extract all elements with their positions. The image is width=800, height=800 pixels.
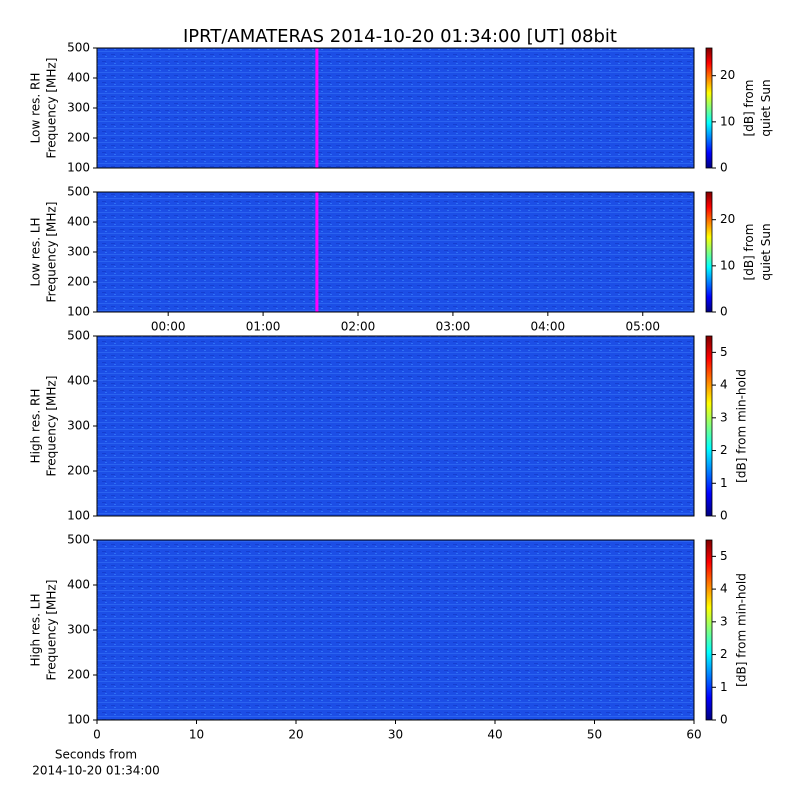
y-tick-label: 200 xyxy=(67,275,90,289)
x-tick-label: 05:00 xyxy=(625,320,660,334)
y-tick-label: 100 xyxy=(67,509,90,523)
colorbar-label: quiet Sun xyxy=(759,223,773,280)
y-tick-label: 300 xyxy=(67,419,90,433)
y-tick-label: 400 xyxy=(67,578,90,592)
colorbar-label: [dB] from min-hold xyxy=(735,369,749,483)
colorbar-tick-label: 2 xyxy=(720,647,728,661)
y-axis-label: Frequency [MHz] xyxy=(45,202,59,303)
y-tick-label: 200 xyxy=(67,131,90,145)
colorbar-tick-label: 3 xyxy=(720,410,728,424)
colorbar-label: [dB] from xyxy=(742,80,756,137)
y-tick-label: 200 xyxy=(67,464,90,478)
x-tick-label: 30 xyxy=(388,728,403,742)
y-axis-label: Frequency [MHz] xyxy=(45,580,59,681)
x-tick-label: 01:00 xyxy=(246,320,281,334)
y-tick-label: 500 xyxy=(67,185,90,199)
y-axis-label: Low res. RH xyxy=(29,73,43,144)
spectrogram xyxy=(97,540,694,720)
colorbar xyxy=(705,539,713,721)
colorbar xyxy=(705,335,713,517)
y-axis-label: Low res. LH xyxy=(29,217,43,286)
x-tick-label: 0 xyxy=(93,728,101,742)
y-axis-label: Frequency [MHz] xyxy=(45,376,59,477)
y-axis-label: Frequency [MHz] xyxy=(45,58,59,159)
y-tick-label: 200 xyxy=(67,668,90,682)
x-tick-label: 60 xyxy=(686,728,701,742)
x-tick-label: 50 xyxy=(587,728,602,742)
y-tick-label: 300 xyxy=(67,101,90,115)
chart-title: IPRT/AMATERAS 2014-10-20 01:34:00 [UT] 0… xyxy=(183,26,617,47)
colorbar-tick-label: 0 xyxy=(720,713,728,727)
x-tick-label: 04:00 xyxy=(531,320,566,334)
colorbar xyxy=(705,47,713,169)
y-tick-label: 400 xyxy=(67,71,90,85)
colorbar-tick-label: 0 xyxy=(720,161,728,175)
colorbar-tick-label: 4 xyxy=(720,582,728,596)
colorbar-label: quiet Sun xyxy=(759,79,773,136)
colorbar-tick-label: 5 xyxy=(720,549,728,563)
colorbar-tick-label: 10 xyxy=(720,114,735,128)
x-tick-label: 03:00 xyxy=(436,320,471,334)
y-tick-label: 400 xyxy=(67,215,90,229)
spectrogram xyxy=(97,48,694,168)
y-axis-label: High res. LH xyxy=(29,593,43,666)
x-tick-label: 10 xyxy=(189,728,204,742)
y-tick-label: 500 xyxy=(67,41,90,55)
colorbar-tick-label: 10 xyxy=(720,258,735,272)
x-axis-label: 2014-10-20 01:34:00 xyxy=(32,764,159,778)
spectrogram xyxy=(97,192,694,312)
spectrogram xyxy=(97,336,694,516)
x-tick-label: 00:00 xyxy=(151,320,186,334)
colorbar-tick-label: 2 xyxy=(720,443,728,457)
colorbar-label: [dB] from min-hold xyxy=(735,573,749,687)
y-tick-label: 500 xyxy=(67,533,90,547)
y-tick-label: 100 xyxy=(67,713,90,727)
y-tick-label: 100 xyxy=(67,305,90,319)
y-tick-label: 300 xyxy=(67,623,90,637)
colorbar-tick-label: 1 xyxy=(720,476,728,490)
x-tick-label: 02:00 xyxy=(341,320,376,334)
y-tick-label: 500 xyxy=(67,329,90,343)
x-axis-label: Seconds from xyxy=(55,748,137,762)
x-tick-label: 40 xyxy=(487,728,502,742)
colorbar-tick-label: 0 xyxy=(720,305,728,319)
colorbar xyxy=(705,191,713,313)
colorbar-label: [dB] from xyxy=(742,224,756,281)
y-tick-label: 100 xyxy=(67,161,90,175)
y-tick-label: 300 xyxy=(67,245,90,259)
x-tick-label: 20 xyxy=(288,728,303,742)
colorbar-tick-label: 1 xyxy=(720,680,728,694)
colorbar-tick-label: 0 xyxy=(720,509,728,523)
colorbar-tick-label: 4 xyxy=(720,378,728,392)
colorbar-tick-label: 3 xyxy=(720,614,728,628)
y-axis-label: High res. RH xyxy=(29,389,43,464)
colorbar-tick-label: 20 xyxy=(720,212,735,226)
y-tick-label: 400 xyxy=(67,374,90,388)
colorbar-tick-label: 20 xyxy=(720,68,735,82)
colorbar-tick-label: 5 xyxy=(720,345,728,359)
